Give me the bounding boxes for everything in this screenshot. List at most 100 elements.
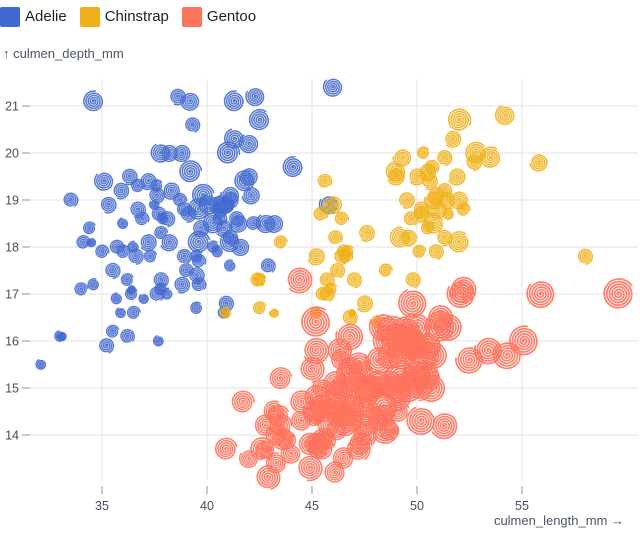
data-point-gentoo [231,390,255,413]
data-point-gentoo [324,461,345,483]
data-point-chinstrap [577,248,594,265]
data-point-chinstrap [447,108,472,131]
data-point-gentoo [473,337,502,365]
data-point-gentoo [326,404,349,427]
data-point-adelie [149,187,165,205]
legend-item-gentoo: Gentoo [181,7,256,27]
data-point-adelie [110,292,122,305]
y-tick-label: 16 [5,335,19,349]
data-point-chinstrap [405,272,421,289]
data-point-adelie [241,187,260,205]
data-point-gentoo [269,367,293,389]
data-point-adelie [180,92,200,111]
data-point-adelie [140,173,157,191]
data-point-chinstrap [436,229,453,247]
data-point-adelie [234,170,255,192]
data-point-adelie [159,211,176,228]
chinstrap-swatch-icon [79,7,100,27]
data-point-chinstrap [319,272,335,287]
data-point-adelie [219,231,240,253]
data-point-adelie [149,286,165,301]
data-point-adelie [138,294,149,304]
data-point-chinstrap [401,229,417,247]
data-point-adelie [260,258,276,273]
data-point-gentoo [256,465,281,490]
data-point-chinstrap [423,212,444,234]
data-point-gentoo [376,315,406,347]
data-point-adelie [220,186,240,205]
data-point-adelie [238,134,259,154]
data-point-adelie [161,144,178,163]
data-point-adelie [153,272,169,289]
data-point-adelie [95,244,110,258]
data-point-chinstrap [479,146,501,168]
y-tick-label: 18 [5,241,19,255]
y-axis-title: ↑ culmen_depth_mm [3,46,124,61]
data-point-adelie [109,239,125,254]
x-axis-title: culmen_length_mm → [493,513,624,528]
data-point-adelie [179,160,203,183]
data-point-chinstrap [313,206,329,221]
y-tick-label: 14 [5,429,19,443]
y-tick-label: 20 [5,147,19,161]
data-point-adelie [160,234,178,252]
data-point-gentoo [526,281,555,309]
data-point-gentoo [346,352,371,377]
data-point-adelie [115,307,126,319]
data-point-adelie [148,200,160,210]
data-point-adelie [127,240,139,253]
data-point-chinstrap [253,301,267,315]
data-point-adelie [187,198,210,220]
data-point-adelie [190,301,202,314]
data-point-chinstrap [456,202,471,216]
data-point-gentoo [254,440,273,459]
data-point-chinstrap [253,273,267,286]
data-point-chinstrap [448,168,466,186]
data-point-chinstrap [334,211,349,226]
data-point-adelie [322,78,343,97]
data-point-gentoo [455,347,483,374]
data-point-gentoo [346,437,371,460]
data-point-gentoo [290,390,314,413]
data-point-chinstrap [413,206,430,223]
data-point-adelie [173,144,191,163]
data-point-adelie [264,215,284,233]
data-point-adelie [176,248,192,264]
data-point-chinstrap [356,295,374,313]
data-point-adelie [152,335,164,347]
data-point-adelie [117,217,129,230]
data-point-adelie [86,237,97,248]
data-point-adelie [99,338,115,354]
data-point-gentoo [287,267,313,294]
data-point-adelie [216,141,241,164]
data-point-adelie [176,201,192,217]
data-point-chinstrap [409,168,426,186]
data-point-chinstrap [342,309,358,326]
data-point-chinstrap [529,154,548,172]
x-tick-label: 35 [95,499,109,513]
data-point-chinstrap [428,244,445,260]
data-point-adelie [179,263,194,277]
data-point-chinstrap [399,192,415,209]
data-point-chinstrap [334,248,350,265]
data-point-gentoo [311,399,335,422]
data-point-gentoo [267,404,289,427]
data-point-adelie [83,90,104,112]
data-point-adelie [223,90,244,112]
data-point-gentoo [387,400,410,422]
data-point-adelie [202,212,223,234]
data-point-chinstrap [385,161,406,182]
data-point-adelie [174,276,191,294]
data-point-gentoo [372,404,395,427]
data-point-chinstrap [466,154,482,172]
data-point-gentoo [338,409,363,432]
data-point-chinstrap [307,248,325,266]
data-point-adelie [191,183,215,206]
data-point-adelie [126,285,136,295]
data-point-chinstrap [465,141,486,164]
data-point-adelie [282,156,303,178]
data-point-gentoo [603,278,633,309]
data-point-chinstrap [424,159,440,174]
data-point-adelie [185,117,201,133]
data-point-gentoo [280,442,301,464]
